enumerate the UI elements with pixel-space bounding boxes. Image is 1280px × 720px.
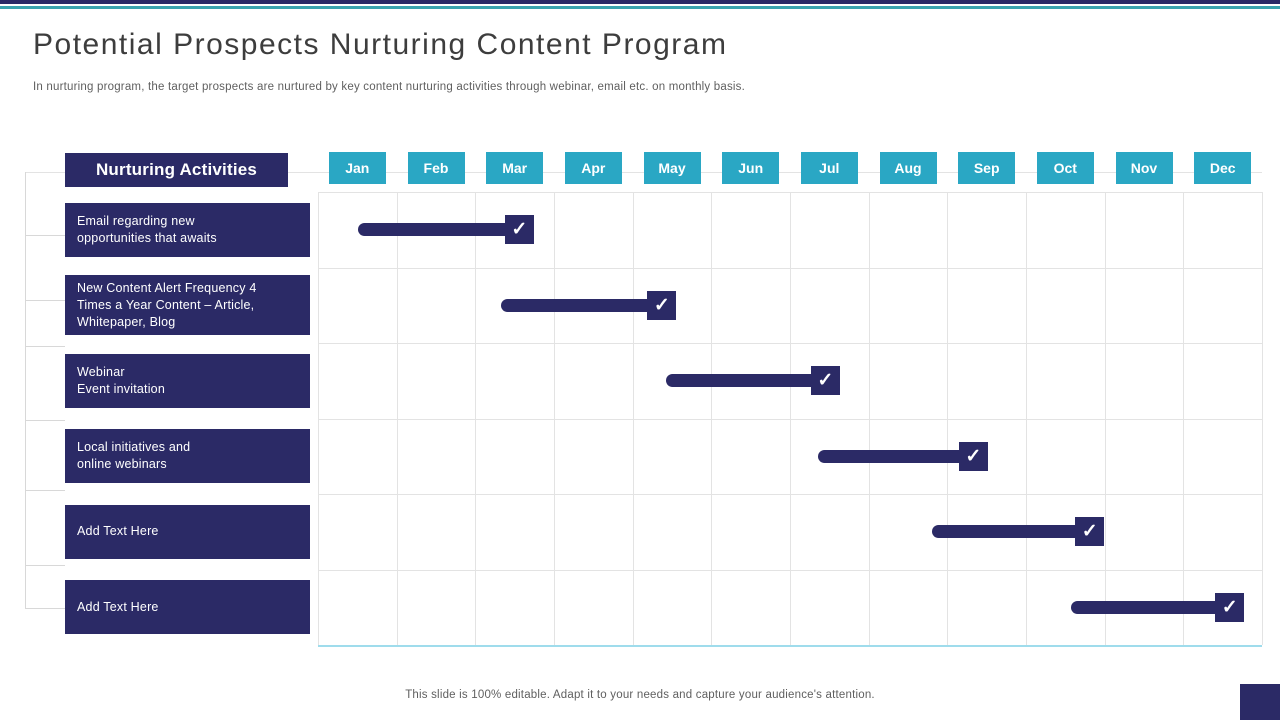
gantt-bar-3 — [665, 374, 826, 388]
month-header-mar: Mar — [486, 152, 544, 184]
corner-accent-square — [1240, 684, 1280, 720]
page-subtitle: In nurturing program, the target prospec… — [33, 81, 746, 93]
check-icon: ✓ — [1075, 517, 1105, 547]
activities-column-header: Nurturing Activities — [65, 153, 288, 187]
page-title: Potential Prospects Nurturing Content Pr… — [33, 28, 728, 61]
grid-hline — [318, 569, 1262, 571]
gantt-bar-2 — [501, 298, 662, 312]
top-border-navy — [0, 0, 1280, 4]
grid-hline — [318, 192, 1262, 193]
activity-box-3: Webinar Event invitation — [65, 353, 310, 408]
left-table-bracket — [25, 172, 26, 608]
month-header-may: May — [643, 152, 701, 184]
month-header-apr: Apr — [564, 152, 622, 184]
table-row-tick — [25, 490, 65, 491]
check-icon: ✓ — [810, 366, 840, 396]
month-header-sep: Sep — [958, 152, 1016, 184]
grid-hline — [318, 418, 1262, 420]
table-row-tick — [25, 300, 65, 301]
grid-hline — [318, 267, 1262, 269]
grid-hline — [318, 494, 1262, 495]
gantt-bar-6 — [1070, 600, 1230, 614]
grid-hline — [318, 343, 1262, 344]
month-header-dec: Dec — [1194, 152, 1252, 184]
grid-vline — [1262, 192, 1263, 645]
activity-box-5[interactable]: Add Text Here — [65, 504, 310, 559]
check-icon: ✓ — [958, 441, 988, 471]
table-row-tick — [25, 420, 65, 421]
activity-box-6[interactable]: Add Text Here — [65, 580, 310, 635]
month-header-jun: Jun — [722, 152, 780, 184]
month-header-jan: Jan — [328, 152, 386, 184]
table-row-tick — [25, 346, 65, 347]
table-row-tick — [25, 608, 65, 609]
activity-box-4: Local initiatives and online webinars — [65, 429, 310, 484]
check-icon: ✓ — [647, 290, 677, 320]
gantt-bar-1 — [358, 223, 520, 237]
table-row-tick — [25, 235, 65, 236]
footer-note: This slide is 100% editable. Adapt it to… — [405, 689, 875, 701]
month-header-feb: Feb — [407, 152, 465, 184]
table-row-tick — [25, 565, 65, 566]
activity-box-2: New Content Alert Frequency 4 Times a Ye… — [65, 275, 310, 336]
check-icon: ✓ — [504, 215, 534, 245]
month-header-jul: Jul — [800, 152, 858, 184]
gantt-bar-5 — [932, 525, 1090, 539]
month-header-nov: Nov — [1115, 152, 1173, 184]
activity-box-1: Email regarding new opportunities that a… — [65, 202, 310, 257]
gantt-bar-4 — [818, 449, 974, 463]
top-border-teal — [0, 6, 1280, 9]
month-header-oct: Oct — [1036, 152, 1094, 184]
check-icon: ✓ — [1215, 592, 1245, 622]
month-header-aug: Aug — [879, 152, 937, 184]
grid-bottom-edge — [318, 645, 1262, 647]
